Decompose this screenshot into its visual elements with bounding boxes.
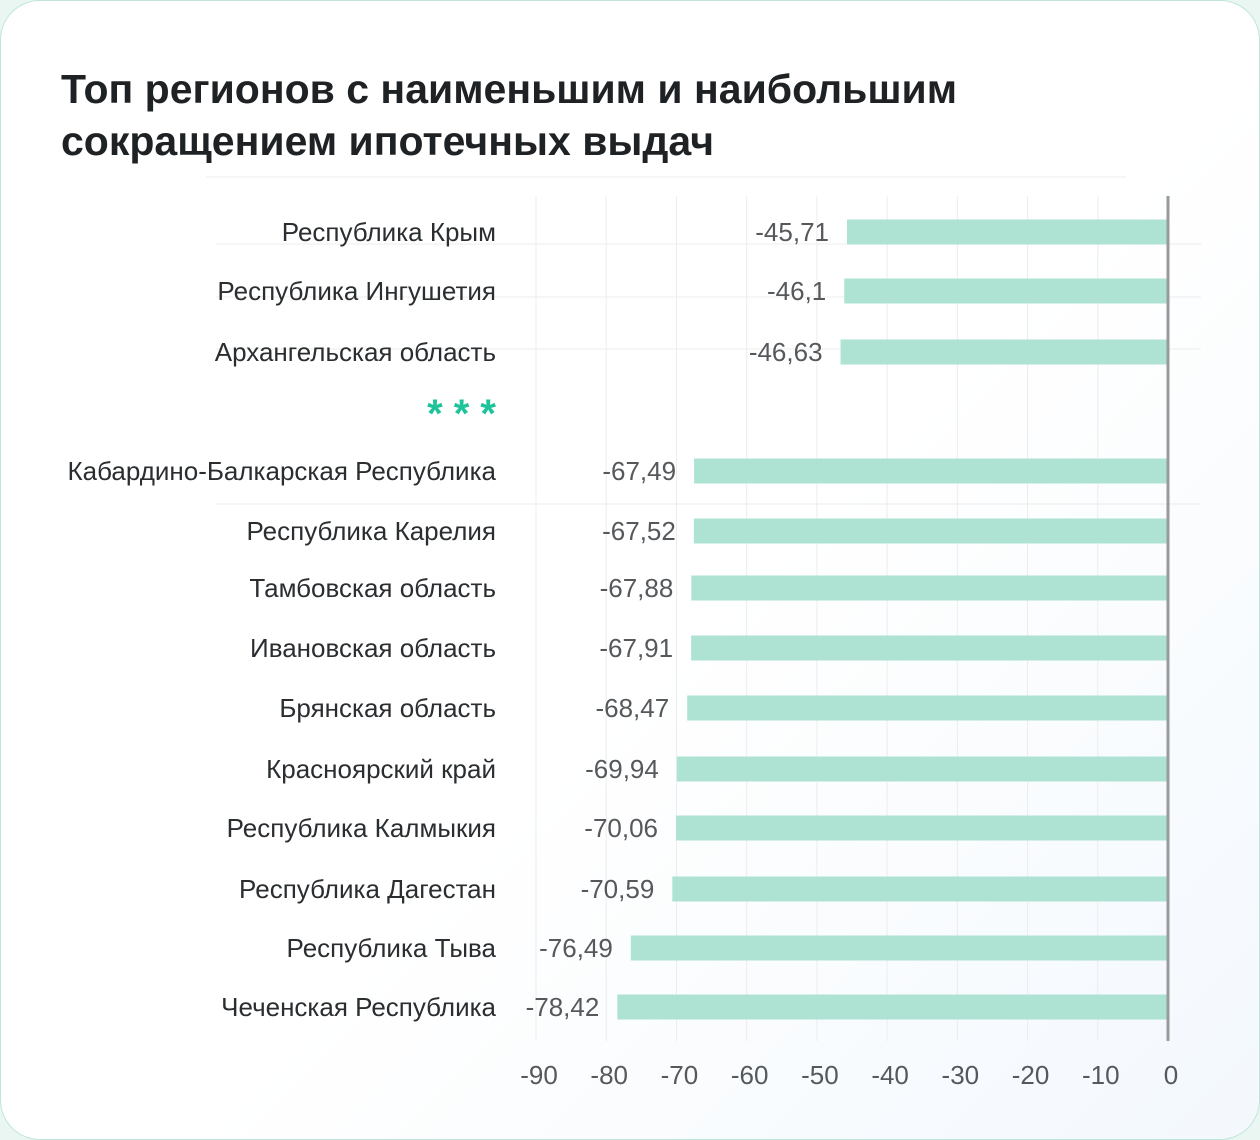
chart-title: Топ регионов с наименьшим и наибольшим с… xyxy=(61,63,1161,167)
category-label: Республика Крым xyxy=(282,217,496,247)
category-label: Брянская область xyxy=(279,693,496,723)
category-label: Тамбовская область xyxy=(249,573,496,603)
category-label: Архангельская область xyxy=(215,337,496,367)
value-label: -67,52 xyxy=(602,516,676,546)
x-tick-label: -80 xyxy=(590,1060,628,1090)
value-label: -46,63 xyxy=(749,337,823,367)
x-tick-label: -10 xyxy=(1082,1060,1120,1090)
category-label: Красноярский край xyxy=(266,754,496,784)
bar xyxy=(687,695,1168,721)
bar xyxy=(676,815,1168,841)
bar xyxy=(617,994,1168,1020)
category-label: Ивановская область xyxy=(250,633,496,663)
x-tick-label: -60 xyxy=(731,1060,769,1090)
category-label: Республика Дагестан xyxy=(239,874,496,904)
bar xyxy=(691,575,1168,601)
bar xyxy=(847,219,1168,245)
bar xyxy=(676,756,1168,782)
x-tick-label: 0 xyxy=(1164,1060,1178,1090)
grid-lines xyxy=(206,176,1201,1041)
value-label: -70,59 xyxy=(581,874,655,904)
x-tick-label: -50 xyxy=(801,1060,839,1090)
category-label: Республика Калмыкия xyxy=(227,813,496,843)
category-label: Кабардино-Балкарская Республика xyxy=(67,456,496,486)
x-tick-label: -40 xyxy=(871,1060,909,1090)
value-label: -76,49 xyxy=(539,933,613,963)
x-axis-ticks: -90 -80 -70 -60 -50 -40 -30 -20 -10 0 xyxy=(520,1060,1178,1090)
value-label: -46,1 xyxy=(767,276,826,306)
value-label: -67,91 xyxy=(599,633,673,663)
x-tick-label: -70 xyxy=(661,1060,699,1090)
value-label: -67,88 xyxy=(600,573,674,603)
value-label: -45,71 xyxy=(755,217,829,247)
bar xyxy=(844,278,1168,304)
value-label: -70,06 xyxy=(584,813,658,843)
category-label: Чеченская Республика xyxy=(221,992,496,1022)
separator-asterisks: * * * xyxy=(427,392,496,436)
value-labels: -45,71 -46,1 -46,63 -67,49 -67,52 -67,88 -67,9… xyxy=(526,217,829,1022)
bar xyxy=(840,339,1168,365)
value-label: -78,42 xyxy=(526,992,600,1022)
value-label: -69,94 xyxy=(585,754,659,784)
bar xyxy=(694,458,1168,484)
x-tick-label: -30 xyxy=(942,1060,980,1090)
x-tick-label: -90 xyxy=(520,1060,558,1090)
bar xyxy=(672,876,1168,902)
category-label: Республика Карелия xyxy=(246,516,496,546)
category-labels: Республика Крым Республика Ингушетия Архан… xyxy=(67,217,496,1022)
chart-title-line-2: сокращением ипотечных выдач xyxy=(61,118,715,164)
category-label: Республика Тыва xyxy=(287,933,497,963)
bar xyxy=(630,935,1168,961)
chart-title-line-1: Топ регионов с наименьшим и наибольшим xyxy=(61,66,958,112)
bar xyxy=(693,518,1168,544)
bar xyxy=(691,635,1168,661)
category-label: Республика Ингушетия xyxy=(217,276,496,306)
value-label: -68,47 xyxy=(595,693,669,723)
value-label: -67,49 xyxy=(602,456,676,486)
bars xyxy=(617,219,1168,1020)
x-tick-label: -20 xyxy=(1012,1060,1050,1090)
